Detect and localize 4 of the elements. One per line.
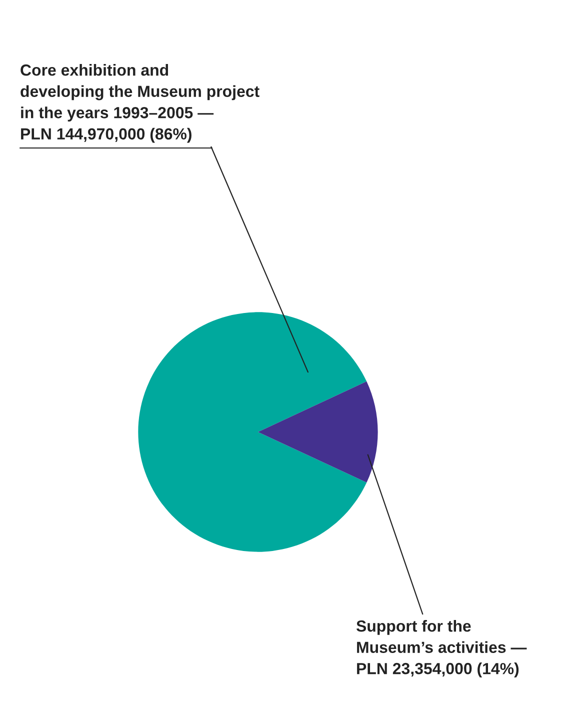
slice-label: Core exhibition and developing the Museum project in the years 1993–2005 — PLN 144,970,000 (86%) <box>20 64 260 143</box>
pie-slice <box>258 381 378 483</box>
pie-slice <box>138 312 367 552</box>
slice-label: Support for the Museum’s activities — PLN 23,354,000 (14%) <box>356 620 527 678</box>
